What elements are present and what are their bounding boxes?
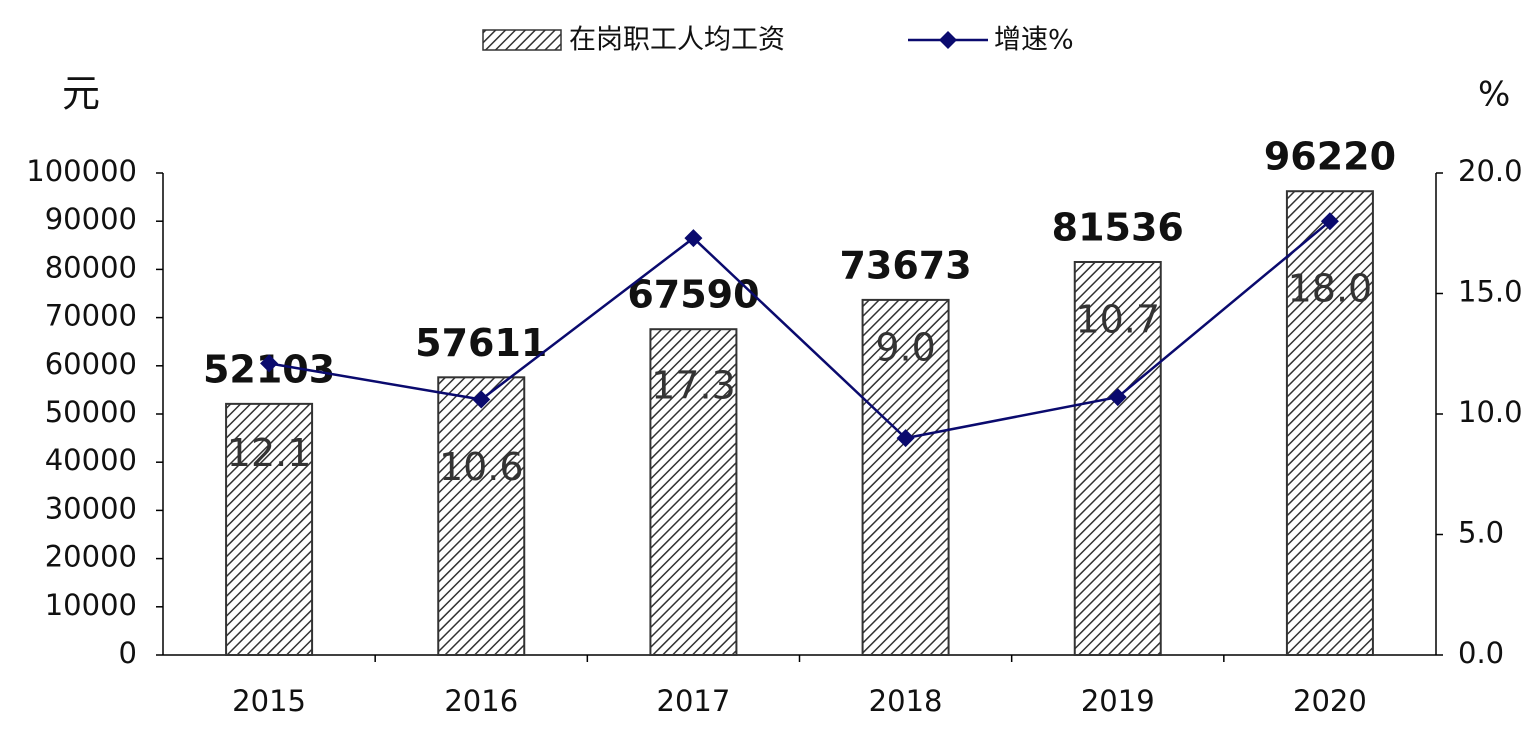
bar [649, 328, 738, 656]
bar-value-label: 67590 [627, 273, 759, 317]
y-tick-label: 50000 [45, 395, 137, 429]
line-value-label: 10.7 [1075, 298, 1160, 342]
line-marker [684, 229, 703, 248]
y2-tick-label: 0.0 [1458, 636, 1504, 670]
y2-tick-label: 5.0 [1458, 516, 1504, 550]
x-tick-label: 2017 [657, 684, 731, 718]
line-value-label: 9.0 [875, 326, 935, 370]
y-tick-label: 70000 [45, 299, 137, 333]
y-tick-label: 60000 [45, 347, 137, 381]
y2-tick-label: 15.0 [1458, 275, 1523, 309]
x-tick-label: 2019 [1081, 684, 1155, 718]
line-value-label: 12.1 [227, 431, 312, 475]
x-tick-label: 2020 [1293, 684, 1367, 718]
y2-tick-label: 10.0 [1458, 395, 1523, 429]
bar-value-label: 96220 [1264, 135, 1396, 179]
line-value-label: 10.6 [439, 445, 524, 489]
line [268, 220, 1331, 440]
line-marker [472, 390, 491, 409]
line-value-label: 18.0 [1288, 267, 1373, 311]
y2-tick-label: 20.0 [1458, 154, 1523, 188]
y2-axis-label: % [1478, 75, 1510, 115]
line-marker [1320, 212, 1339, 231]
legend-label: 增速% [994, 25, 1074, 56]
y-tick-label: 100000 [26, 154, 137, 188]
legend-swatch [482, 29, 562, 51]
y-tick-label: 0 [119, 636, 137, 670]
line-marker [1108, 388, 1127, 407]
legend-label: 在岗职工人均工资 [569, 25, 785, 56]
bar [437, 376, 526, 656]
line-value-label: 17.3 [651, 364, 736, 408]
bar-value-label: 81536 [1052, 205, 1184, 249]
y-tick-label: 80000 [45, 250, 137, 284]
bar [1285, 190, 1374, 656]
legend-marker [939, 31, 957, 49]
line-marker [896, 429, 915, 448]
bar [1073, 260, 1162, 656]
y-tick-label: 10000 [45, 588, 137, 622]
bar-value-label: 73673 [839, 243, 971, 287]
x-tick-label: 2018 [869, 684, 943, 718]
y-tick-label: 20000 [45, 540, 137, 574]
x-tick-label: 2016 [444, 684, 518, 718]
x-tick-label: 2015 [232, 684, 306, 718]
bar [225, 402, 314, 656]
bar [861, 298, 950, 656]
y-tick-label: 40000 [45, 443, 137, 477]
y-tick-label: 90000 [45, 202, 137, 236]
y-axis-label: 元 [62, 72, 100, 116]
bar-value-label: 57611 [415, 321, 547, 365]
y-tick-label: 30000 [45, 491, 137, 525]
line-marker [260, 354, 279, 373]
